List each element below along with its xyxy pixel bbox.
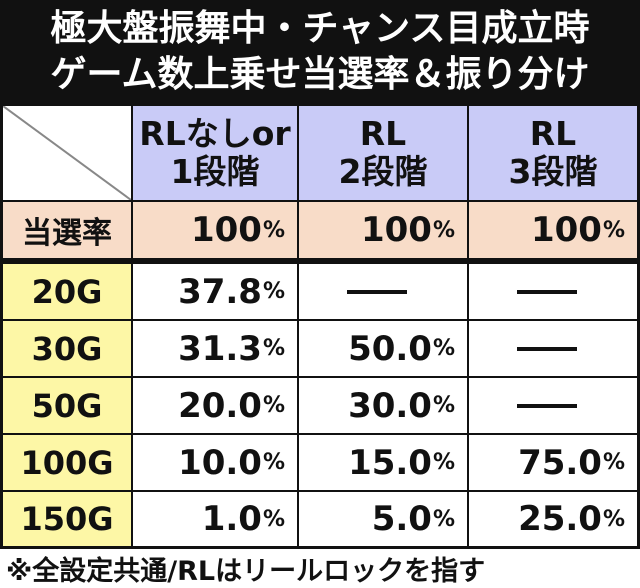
percent-sign: % (262, 450, 285, 475)
cell-value: 37.8 (178, 271, 262, 312)
row-label: 150G (3, 492, 131, 546)
table-cell: 30.0% (299, 378, 467, 433)
percent-sign: % (262, 217, 285, 243)
table-cell: 50.0% (299, 321, 467, 376)
row-label: 50G (3, 378, 131, 433)
win-rate-number: 100 (360, 210, 432, 250)
dash-mark (347, 289, 407, 294)
table-cell: 1.0% (133, 492, 297, 546)
column-header-rl-2: RL 2段階 (299, 106, 467, 200)
cell-value: 1.0 (201, 499, 262, 539)
table-cell: 31.3% (133, 321, 297, 376)
cell-value: 5.0 (371, 499, 432, 539)
column-header-rl-none-or-1: RLなしor 1段階 (133, 106, 297, 200)
dash-mark (517, 346, 577, 351)
title-line-1: 極大盤振舞中・チャンス目成立時 (50, 7, 590, 49)
column-header-line1: RL (359, 114, 407, 153)
win-rate-value: 100% (299, 202, 467, 258)
percent-sign: % (432, 393, 455, 418)
table-cell-empty (469, 321, 637, 376)
win-rate-value: 100% (469, 202, 637, 258)
dash-mark (517, 403, 577, 408)
table-cell: 10.0% (133, 435, 297, 490)
table-cell-empty (299, 264, 467, 319)
percent-sign: % (432, 450, 455, 475)
diagonal-line-icon (3, 106, 131, 200)
table-cell: 37.8% (133, 264, 297, 319)
win-rate-label: 当選率 (3, 202, 131, 258)
percent-sign: % (432, 217, 455, 243)
corner-cell (3, 106, 131, 200)
column-header-line2: 3段階 (508, 152, 598, 191)
table-cell: 75.0% (469, 435, 637, 490)
cell-value: 10.0 (178, 442, 262, 483)
table-cell: 5.0% (299, 492, 467, 546)
dash-mark (517, 289, 577, 294)
percent-sign: % (602, 217, 625, 243)
percent-sign: % (262, 393, 285, 418)
table-title: 極大盤振舞中・チャンス目成立時 ゲーム数上乗せ当選率＆振り分け (0, 0, 640, 103)
table-cell: 25.0% (469, 492, 637, 546)
column-header-line1: RL (529, 114, 577, 153)
percent-sign: % (262, 279, 285, 304)
table-cell: 15.0% (299, 435, 467, 490)
table-cell-empty (469, 378, 637, 433)
row-label: 100G (3, 435, 131, 490)
cell-value: 20.0 (178, 385, 262, 426)
column-header-rl-3: RL 3段階 (469, 106, 637, 200)
percent-sign: % (432, 336, 455, 361)
cell-value: 50.0 (348, 328, 432, 369)
probability-table: RLなしor 1段階 RL 2段階 RL 3段階 当選率 100% 100% 1… (0, 103, 640, 549)
cell-value: 15.0 (348, 442, 432, 483)
cell-value: 30.0 (348, 385, 432, 426)
column-header-line2: 2段階 (338, 152, 428, 191)
footnote: ※全設定共通/RLはリールロックを指す (6, 555, 486, 587)
win-rate-value: 100% (133, 202, 297, 258)
cell-value: 31.3 (178, 328, 262, 369)
row-label: 30G (3, 321, 131, 376)
percent-sign: % (262, 506, 285, 532)
row-label: 20G (3, 264, 131, 319)
title-line-2: ゲーム数上乗せ当選率＆振り分け (50, 53, 590, 95)
column-header-line2: 1段階 (170, 152, 260, 191)
table-cell-empty (469, 264, 637, 319)
cell-value: 75.0 (518, 442, 602, 483)
table-cell: 20.0% (133, 378, 297, 433)
win-rate-number: 100 (190, 210, 262, 250)
percent-sign: % (602, 450, 625, 475)
percent-sign: % (262, 336, 285, 361)
column-header-line1: RLなしor (139, 114, 291, 153)
percent-sign: % (432, 506, 455, 532)
cell-value: 25.0 (518, 499, 602, 539)
win-rate-number: 100 (530, 210, 602, 250)
percent-sign: % (602, 506, 625, 532)
